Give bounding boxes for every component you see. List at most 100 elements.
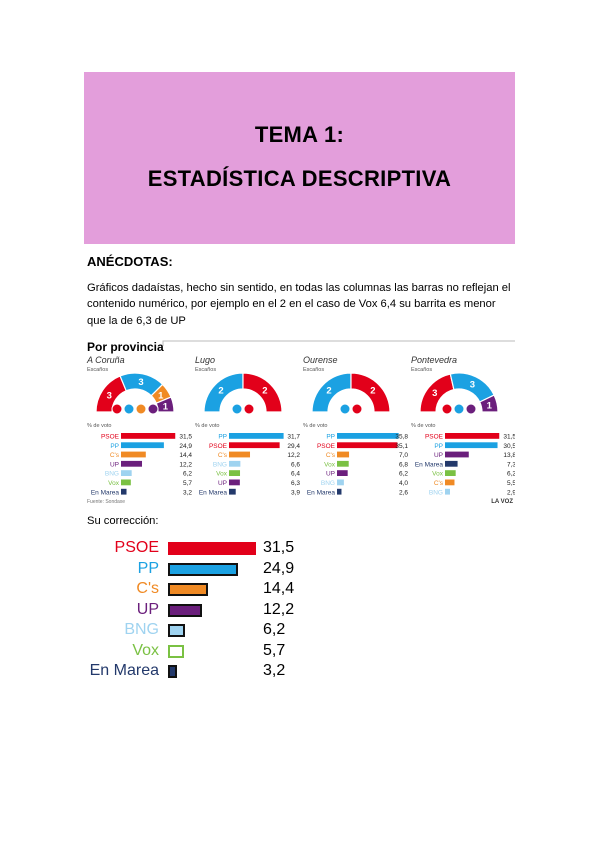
party-logo-icon [243, 403, 255, 415]
vote-value: 6,2 [183, 471, 192, 478]
vote-party-label: Vox [432, 471, 444, 478]
vote-label: % de voto [303, 423, 327, 429]
correction-bar-c-s [168, 583, 209, 596]
vote-party-label: PSOE [101, 434, 120, 441]
vote-bar-psoe [229, 442, 280, 449]
party-logo-icon [231, 403, 243, 415]
vote-value: 35,8 [395, 434, 408, 441]
seat-count: 2 [262, 386, 267, 397]
correction-value: 24,9 [263, 559, 295, 577]
correction-bar-en-marea [168, 665, 177, 678]
vote-bar-c-s [337, 451, 350, 458]
correction-bar-bng [168, 624, 186, 637]
vote-value: 6,8 [399, 461, 408, 468]
correction-party-label: PSOE [114, 539, 159, 556]
party-logo-icon [441, 403, 453, 415]
seat-count: 1 [487, 401, 493, 412]
correction-value: 14,4 [263, 580, 295, 597]
correction-bar-pp [168, 562, 238, 576]
vote-party-label: UP [326, 471, 335, 478]
vote-bar-c-s [445, 479, 455, 486]
vote-bar-psoe [121, 433, 176, 439]
vote-party-label: C's [218, 452, 228, 459]
vote-value: 31,5 [503, 434, 515, 441]
correction-row-en-marea: En Marea 3,2 [85, 661, 300, 681]
seat-count: 3 [107, 390, 112, 401]
vote-bar-pp [445, 442, 498, 449]
party-logo-icon [111, 403, 123, 415]
seat-count: 2 [218, 386, 223, 397]
province-name: A Coruña [86, 355, 125, 365]
correction-value: 6,2 [263, 621, 286, 638]
correction-row-psoe: PSOE 31,5 [85, 538, 300, 558]
correction-bar-up [168, 603, 203, 617]
province-lugo: Lugo Escaños 2 2 % de voto PP 31,7 PSOE 29,4 C's 1… [195, 355, 300, 496]
vote-value: 14,4 [179, 452, 192, 459]
vote-party-label: BNG [105, 471, 119, 478]
vote-party-label: En Marea [415, 461, 444, 468]
vote-bar-bng [337, 479, 344, 486]
province-name: Ourense [303, 355, 338, 365]
vote-party-label: BNG [213, 461, 227, 468]
province-name: Pontevedra [411, 355, 457, 365]
seat-count: 3 [432, 388, 437, 399]
correction-party-label: PP [137, 559, 159, 577]
vote-party-label: C's [326, 452, 336, 459]
seat-count: 1 [158, 390, 164, 401]
header-rule [162, 340, 515, 346]
correction-value: 3,2 [263, 662, 286, 679]
vote-bar-vox [445, 470, 456, 476]
vote-party-label: PP [218, 434, 227, 441]
correction-party-label: C's [136, 580, 159, 597]
vote-label: % de voto [411, 423, 435, 429]
party-logo-icon [351, 403, 363, 415]
correction-row-up: UP 12,2 [85, 600, 300, 620]
correction-label: Su corrección: [87, 515, 159, 527]
vote-value: 6,3 [291, 480, 300, 487]
anecdote-paragraph: Gráficos dadaístas, hecho sin sentido, e… [87, 282, 511, 327]
vote-party-label: Vox [324, 461, 336, 468]
vote-bar-pp [337, 433, 399, 439]
source-label: Fuente: Sondaxe [87, 499, 125, 505]
title-banner: TEMA 1: ESTADÍSTICA DESCRIPTIVA [84, 72, 515, 244]
vote-bar-psoe [445, 433, 500, 439]
correction-bar-psoe [168, 542, 256, 555]
vote-value: 3,2 [183, 489, 192, 496]
seat-count: 3 [470, 380, 475, 391]
seats-label: Escaños [195, 367, 216, 373]
vote-party-label: C's [110, 452, 120, 459]
vote-bar-bng [445, 488, 450, 495]
party-logo-icon [135, 403, 147, 415]
vote-party-label: PSOE [425, 434, 444, 441]
vote-bar-bng [229, 460, 241, 467]
party-logo-icon [339, 403, 351, 415]
correction-row-c-s: C's 14,4 [85, 579, 300, 599]
vote-bar-en-marea [337, 488, 342, 495]
vote-party-label: Vox [216, 471, 228, 478]
party-logo-icon [147, 403, 159, 415]
vote-party-label: En Marea [91, 489, 120, 496]
vote-value: 3,9 [291, 489, 300, 496]
vote-bar-vox [337, 460, 349, 467]
seat-count: 2 [326, 386, 331, 397]
vote-bar-bng [121, 470, 132, 476]
correction-row-pp: PP 24,9 [85, 559, 300, 579]
vote-value: 7,0 [399, 452, 408, 459]
vote-bar-up [121, 460, 143, 467]
vote-party-label: PP [326, 434, 335, 441]
page-subtitle: ESTADÍSTICA DESCRIPTIVA [147, 166, 452, 191]
party-logo-icon [123, 403, 135, 415]
province-pontevedra: Pontevedra Escaños 3 3 1 % de voto PSOE 31,5 PP 3… [411, 355, 515, 496]
corrected-bar-chart: PSOE 31,5 PP 24,9 C's 14,4 UP 12,2 BNG 6,2 Vox 5,7 E… [85, 538, 300, 686]
correction-value: 31,5 [263, 539, 295, 556]
seat-arc-up [478, 394, 499, 413]
vote-value: 2,9 [507, 489, 515, 496]
vote-party-label: UP [218, 480, 227, 487]
vote-value: 7,3 [507, 461, 515, 468]
vote-value: 6,2 [399, 471, 408, 478]
vote-party-label: BNG [321, 480, 335, 487]
vote-party-label: PP [110, 443, 119, 450]
seat-arc-up [155, 396, 175, 413]
correction-value: 5,7 [263, 641, 286, 659]
